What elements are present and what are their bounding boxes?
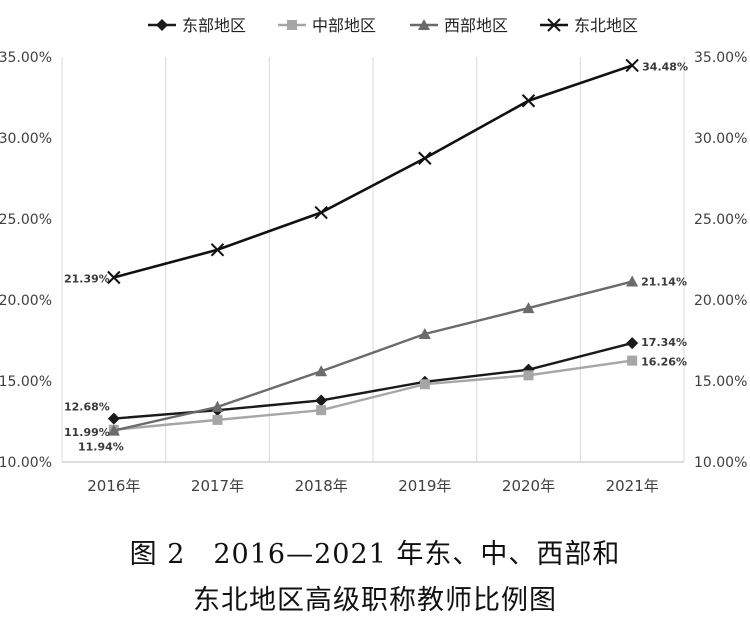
x-tick-label: 2019年 [398,477,451,495]
data-point-s3 [625,58,639,73]
data-label: 17.34% [641,336,687,349]
data-label: 34.48% [642,60,688,73]
y-tick-label-left: 35.00% [0,50,52,66]
data-point-s2 [522,302,535,314]
data-point-s1 [523,370,534,381]
figure-caption-line-2: 东北地区高级职称教师比例图 [193,585,557,616]
series-line-2 [113,280,633,432]
series-line-3 [113,64,633,279]
y-tick-label-right: 35.00% [694,50,747,66]
data-label: 21.39% [64,272,110,285]
y-tick-label-right: 10.00% [694,455,747,471]
legend-label: 东北地区 [574,16,638,35]
data-point-s0 [107,412,120,425]
data-point-s3 [314,205,328,220]
x-tick-label: 2021年 [606,477,659,495]
y-tick-label-left: 30.00% [0,131,52,147]
data-label: 21.14% [641,276,687,289]
legend-label: 东部地区 [182,16,246,35]
data-point-s2 [211,400,224,412]
data-point-s2 [626,275,639,287]
legend-label: 西部地区 [444,16,508,35]
y-tick-label-right: 25.00% [694,212,747,228]
legend-marker [418,19,430,30]
data-point-s3 [418,151,432,165]
data-point-s0 [626,337,639,350]
legend-marker [287,20,297,30]
x-tick-label: 2020年 [502,477,555,495]
legend-label: 中部地区 [312,16,376,35]
data-label: 11.99% [64,426,110,439]
data-point-s1 [627,355,638,366]
data-point-s1 [316,405,327,416]
data-point-s0 [315,394,328,407]
data-point-s2 [107,424,120,436]
data-point-s1 [419,379,430,390]
y-tick-label-right: 15.00% [694,374,747,390]
series-line-1 [113,359,633,431]
figure-caption-line-1: 图 2 2016—2021 年东、中、西部和 [129,539,621,570]
chart: 10.00% 10.00% 15.00% 15.00% 20.00% 20.00% 25.0… [0,16,747,495]
data-point-s3 [521,94,536,108]
legend-marker [156,19,168,31]
y-tick-label-right: 30.00% [694,131,747,147]
y-tick-label-left: 10.00% [0,455,52,471]
data-label: 16.26% [641,356,687,369]
data-point-s2 [418,328,431,340]
data-label: 11.94% [78,441,124,454]
data-point-s3 [210,243,225,257]
data-label: 12.68% [64,401,110,414]
y-tick-label-right: 20.00% [694,293,747,309]
data-point-s2 [315,365,328,377]
y-tick-label-left: 15.00% [0,374,52,390]
data-point-s1 [212,414,223,425]
legend-marker [547,18,561,32]
x-tick-label: 2018年 [295,477,348,495]
data-point-s3 [107,270,121,285]
x-tick-label: 2017年 [191,477,244,495]
y-tick-label-left: 20.00% [0,293,52,309]
x-tick-label: 2016年 [87,477,140,495]
y-tick-label-left: 25.00% [0,212,52,228]
